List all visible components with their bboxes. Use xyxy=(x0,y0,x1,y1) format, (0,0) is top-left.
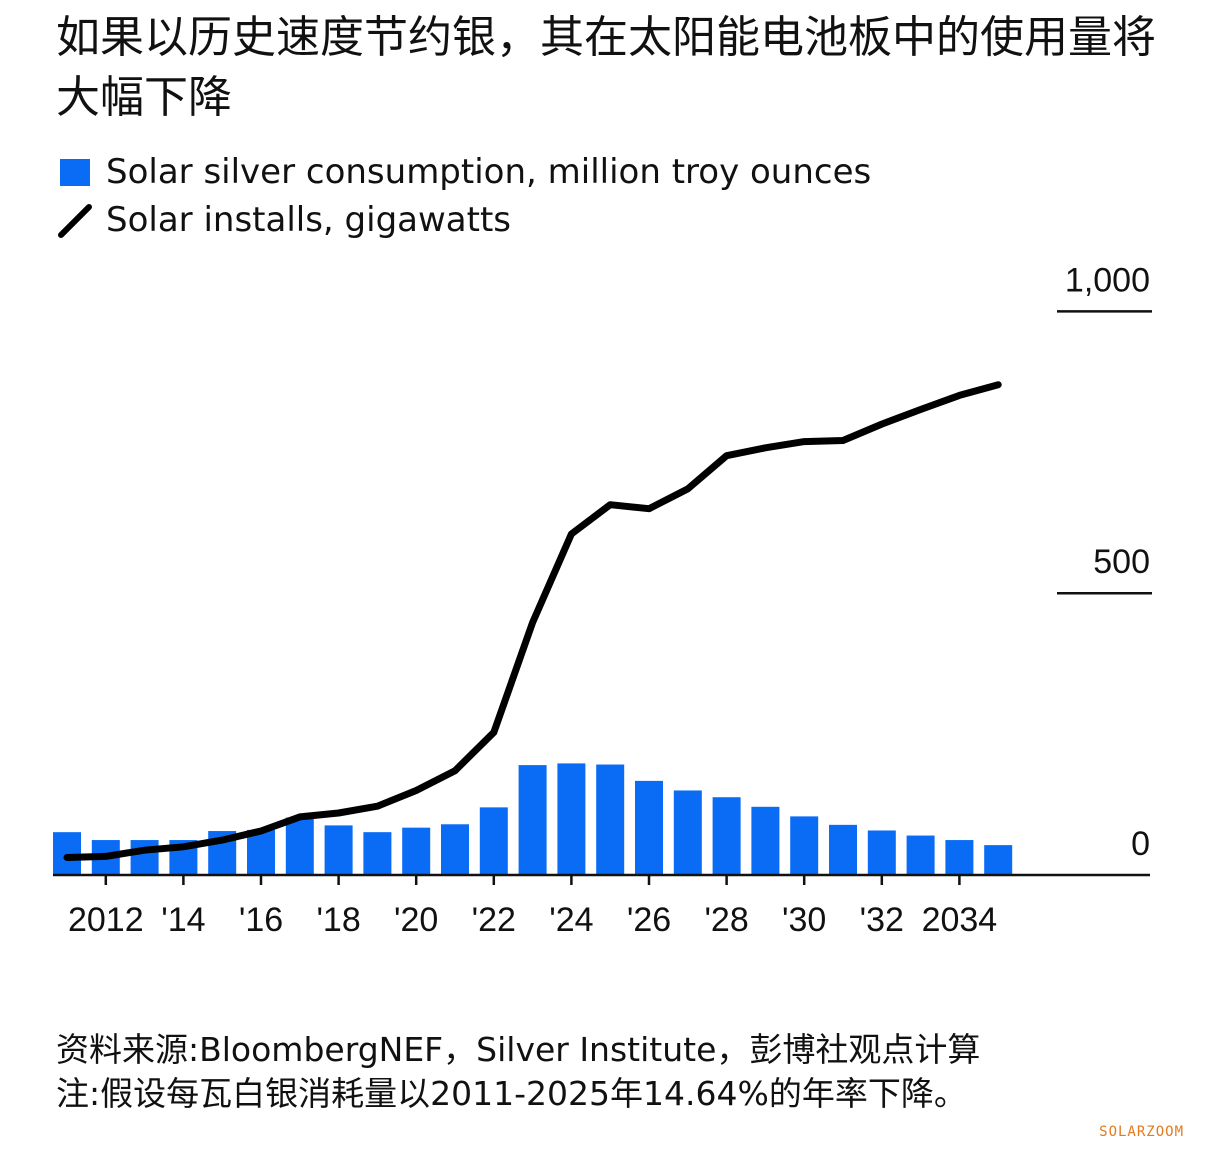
x-tick-label: '18 xyxy=(316,901,360,939)
bar xyxy=(751,806,780,875)
bar xyxy=(285,817,314,875)
bar xyxy=(363,832,392,875)
legend-line-swatch xyxy=(58,204,92,238)
x-tick-label: '22 xyxy=(472,901,516,939)
bar xyxy=(984,845,1013,875)
x-tick-label: '26 xyxy=(627,901,671,939)
bar xyxy=(906,835,935,875)
source-note: 资料来源:BloombergNEF，Silver Institute，彭博社观点… xyxy=(56,1030,981,1069)
legend-line-label: Solar installs, gigawatts xyxy=(106,200,512,240)
bar xyxy=(867,830,896,875)
y-tick-label: 500 xyxy=(1093,543,1150,581)
series-line-installs xyxy=(63,381,1002,861)
footer: 资料来源:BloombergNEF，Silver Institute，彭博社观点… xyxy=(56,1028,980,1116)
assumption-note: 注:假设每瓦白银消耗量以2011-2025年14.64%的年率下降。 xyxy=(56,1074,967,1113)
watermark: SOLARZOOM xyxy=(1099,1124,1184,1140)
bar xyxy=(557,763,586,875)
x-tick-label: 2012 xyxy=(68,901,144,939)
bar xyxy=(829,824,857,875)
legend-bar-swatch xyxy=(60,159,90,186)
y-tick-label: 1,000 xyxy=(1065,261,1150,299)
x-tick-label: '28 xyxy=(704,901,748,939)
legend-bar-label: Solar silver consumption, million troy o… xyxy=(106,152,872,192)
x-tick-label: '24 xyxy=(549,901,593,939)
chart-title: 如果以历史速度节约银，其在太阳能电池板中的使用量将大幅下降 xyxy=(56,12,1156,123)
bar xyxy=(441,824,469,875)
bar xyxy=(518,765,547,875)
x-tick-label: '32 xyxy=(860,901,904,939)
x-tick-label: '20 xyxy=(394,901,438,939)
chart-plot: 0 500 1,000 2012 '14 '16 '18 '20 '22 '24 '26 '28 '30… xyxy=(53,261,1152,939)
bar xyxy=(712,797,741,875)
bar xyxy=(247,829,275,875)
bar xyxy=(130,840,159,875)
bar xyxy=(324,825,353,875)
bar xyxy=(53,832,81,875)
bar xyxy=(673,790,702,875)
x-tick-label: 2034 xyxy=(922,901,998,939)
bar xyxy=(596,764,625,875)
bar xyxy=(402,827,431,875)
bar xyxy=(479,807,508,875)
x-tick-label: '16 xyxy=(239,901,283,939)
y-tick-label: 0 xyxy=(1131,825,1150,863)
bar xyxy=(635,780,663,875)
x-tick-label: '14 xyxy=(161,901,205,939)
bar xyxy=(945,840,974,875)
bar xyxy=(790,816,819,875)
x-tick-label: '30 xyxy=(782,901,826,939)
